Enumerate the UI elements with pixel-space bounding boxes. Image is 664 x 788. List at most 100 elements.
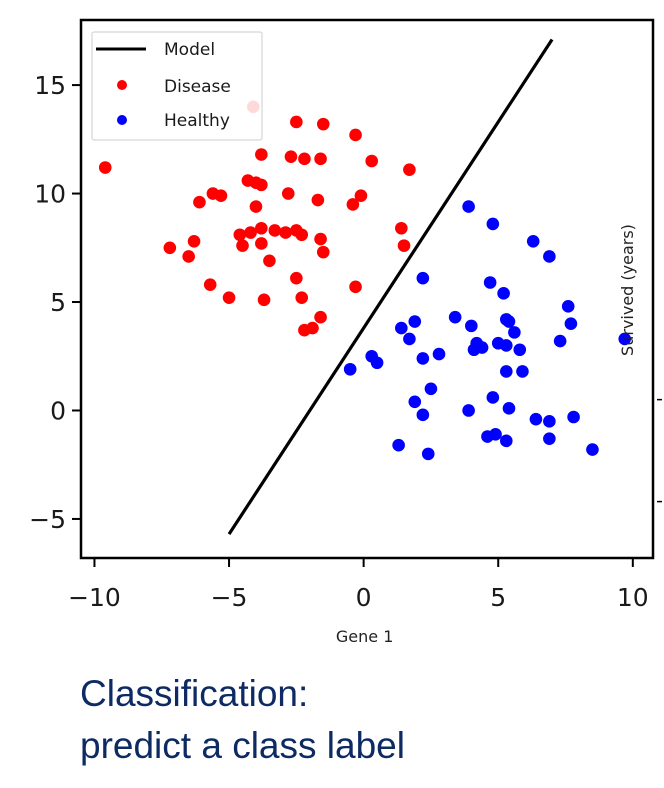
healthy-point xyxy=(618,332,632,346)
healthy-point xyxy=(432,347,446,361)
caption: Classification: predict a class label xyxy=(80,668,405,772)
healthy-point xyxy=(416,271,430,285)
caption-subtitle: predict a class label xyxy=(80,725,405,766)
caption-title: Classification: xyxy=(80,673,309,714)
healthy-point xyxy=(370,356,384,370)
healthy-point xyxy=(462,200,475,213)
healthy-point xyxy=(513,343,527,357)
healthy-point xyxy=(486,391,500,404)
y-tick-label: 0 xyxy=(50,396,66,425)
disease-point xyxy=(193,195,206,209)
disease-point xyxy=(255,178,268,192)
disease-point xyxy=(354,189,368,203)
legend: Model Disease Healthy xyxy=(91,31,263,141)
x-tick-label: −10 xyxy=(68,583,121,612)
disease-point xyxy=(236,239,249,252)
healthy-point xyxy=(526,234,540,248)
scatter-chart: −10 −5 0 5 10 −5 0 5 10 15 Gene 1 Survived (year… xyxy=(29,18,662,646)
healthy-point xyxy=(416,408,430,422)
healthy-point xyxy=(502,315,516,328)
healthy-point xyxy=(543,432,556,445)
disease-point xyxy=(314,232,327,246)
healthy-point xyxy=(403,332,416,346)
healthy-point xyxy=(483,276,497,289)
disease-point xyxy=(298,152,311,166)
y-tick-label: 15 xyxy=(34,71,66,100)
disease-point xyxy=(163,241,177,255)
healthy-point xyxy=(508,326,521,339)
disease-point xyxy=(290,115,303,129)
legend-label-disease: Disease xyxy=(164,77,231,97)
healthy-point xyxy=(543,415,556,428)
healthy-point xyxy=(516,365,529,378)
plot-marks xyxy=(98,38,632,536)
x-tick-label: 10 xyxy=(617,583,649,612)
healthy-point xyxy=(465,319,478,333)
disease-point xyxy=(314,310,327,324)
healthy-point xyxy=(408,395,422,409)
axes-frame xyxy=(79,18,655,560)
disease-point xyxy=(314,152,327,166)
series-healthy xyxy=(343,200,632,461)
disease-point xyxy=(281,187,295,200)
legend-label-model: Model xyxy=(164,40,215,60)
x-tick-label: 0 xyxy=(356,583,372,612)
disease-point xyxy=(397,239,411,252)
healthy-point xyxy=(553,334,567,348)
disease-point xyxy=(244,226,257,239)
healthy-point xyxy=(462,404,475,417)
disease-point xyxy=(203,278,217,291)
disease-point xyxy=(365,154,379,168)
healthy-point xyxy=(586,443,599,456)
healthy-point xyxy=(421,447,435,461)
healthy-point xyxy=(497,287,510,300)
disease-point xyxy=(295,291,309,304)
disease-point xyxy=(214,189,228,203)
legend-healthy-marker-icon xyxy=(117,115,127,125)
legend-disease-marker-icon xyxy=(117,80,127,90)
disease-point xyxy=(349,280,362,294)
y-tick-label: −5 xyxy=(29,505,66,534)
healthy-point xyxy=(499,434,513,448)
healthy-point xyxy=(543,250,556,263)
healthy-point xyxy=(489,428,502,441)
healthy-point xyxy=(416,352,430,365)
healthy-point xyxy=(529,412,543,426)
disease-point xyxy=(295,228,309,242)
disease-point xyxy=(311,193,325,207)
disease-point xyxy=(187,234,201,248)
healthy-point xyxy=(424,382,438,396)
healthy-point xyxy=(499,339,513,352)
disease-point xyxy=(263,254,276,268)
healthy-point xyxy=(499,365,513,378)
disease-point xyxy=(98,161,112,174)
healthy-point xyxy=(502,402,516,415)
healthy-point xyxy=(486,217,500,231)
x-tick-label: −5 xyxy=(211,583,248,612)
disease-point xyxy=(233,228,247,242)
healthy-point xyxy=(343,362,357,376)
disease-point xyxy=(290,271,303,285)
healthy-point xyxy=(448,310,462,324)
right-edge-tick-marks xyxy=(657,398,662,503)
disease-point xyxy=(257,293,271,307)
healthy-point xyxy=(392,438,405,452)
disease-point xyxy=(316,117,330,131)
x-tick-label: 5 xyxy=(490,583,506,612)
disease-point xyxy=(255,237,268,250)
disease-point xyxy=(255,221,268,235)
disease-point xyxy=(222,291,236,304)
disease-point xyxy=(249,200,263,213)
disease-point xyxy=(316,245,330,259)
disease-point xyxy=(182,250,195,263)
model-line xyxy=(227,38,554,536)
y-axis-label: Survived (years) xyxy=(618,224,637,356)
healthy-point xyxy=(467,343,481,357)
healthy-point xyxy=(564,317,578,331)
disease-point xyxy=(268,224,282,237)
disease-point xyxy=(346,198,360,211)
disease-point xyxy=(279,226,292,239)
disease-point xyxy=(255,148,268,161)
legend-label-healthy: Healthy xyxy=(164,111,230,131)
disease-point xyxy=(284,150,298,163)
